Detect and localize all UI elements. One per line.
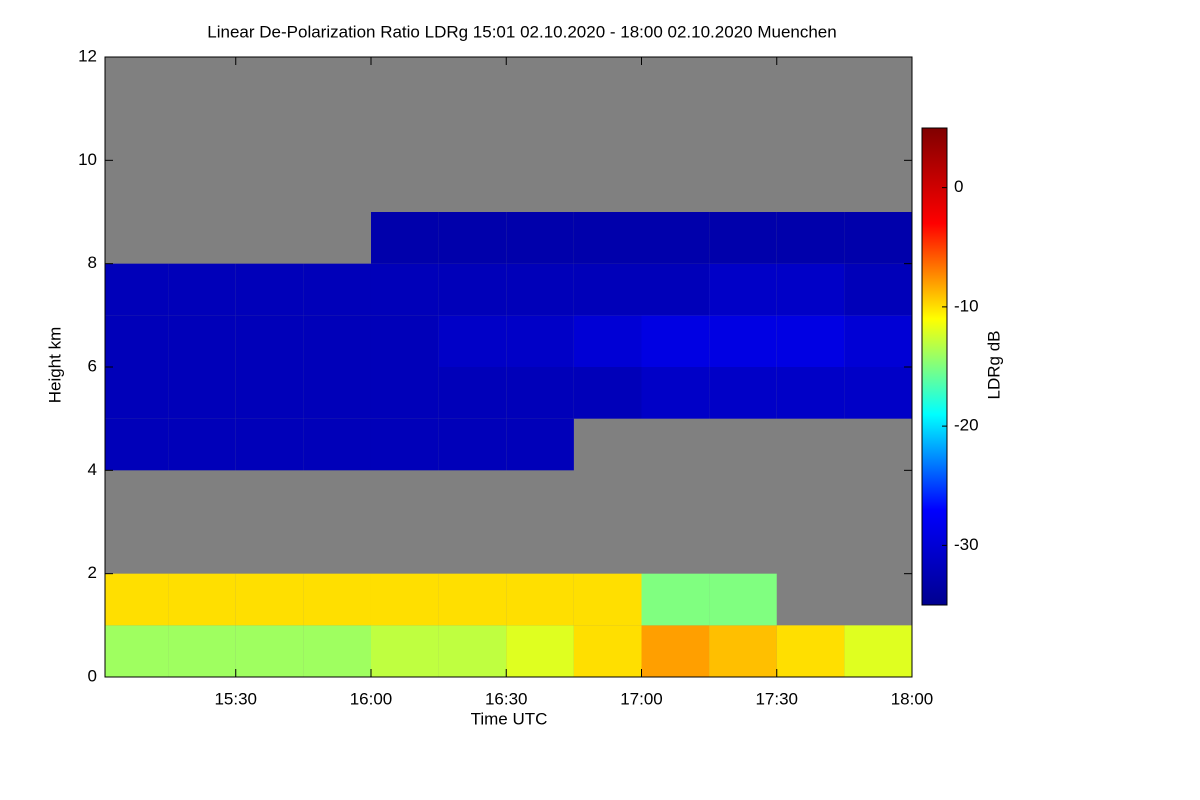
heatmap-cell [235,573,304,626]
colorbar-label: LDRg dB [984,331,1003,400]
heatmap-cell [709,573,777,626]
heatmap-cell [168,418,236,471]
heatmap-cell [235,263,304,316]
heatmap-cell [168,625,236,677]
heatmap-cell [506,625,574,677]
heatmap-cell [844,263,912,316]
heatmap-cell [235,367,304,419]
heatmap-cell [303,625,371,677]
heatmap-cell [573,315,642,367]
heatmap-cell [168,573,236,626]
heatmap-cell [641,263,710,316]
heatmap [105,212,912,677]
heatmap-cell [303,573,371,626]
x-tick-label: 17:00 [620,689,663,708]
heatmap-cell [641,315,710,367]
heatmap-cell [105,625,169,677]
heatmap-cell [641,212,710,264]
x-axis-label: Time UTC [471,709,548,728]
y-tick-label: 0 [88,666,97,685]
y-tick-label: 4 [88,460,97,479]
heatmap-cell [438,573,507,626]
heatmap-cell [641,367,710,419]
colorbar [921,127,948,606]
heatmap-cell [506,418,574,471]
heatmap-cell [168,367,236,419]
heatmap-cell [776,212,845,264]
heatmap-cell [438,263,507,316]
heatmap-cell [105,418,169,471]
x-tick-label: 16:30 [485,689,528,708]
heatmap-cell [303,418,371,471]
heatmap-cell [370,263,439,316]
heatmap-cell [370,418,439,471]
heatmap-cell [303,367,371,419]
heatmap-cell [438,418,507,471]
heatmap-cell [776,315,845,367]
colorbar-tick-label: -10 [954,296,979,315]
x-tick-label: 18:00 [891,689,934,708]
y-tick-label: 8 [88,253,97,272]
heatmap-cell [303,263,371,316]
heatmap-cell [370,573,439,626]
heatmap-cell [235,315,304,367]
heatmap-cell [709,263,777,316]
heatmap-cell [105,367,169,419]
heatmap-cell [573,263,642,316]
heatmap-cell [573,573,642,626]
heatmap-cell [506,367,574,419]
heatmap-cell [709,315,777,367]
heatmap-cell [438,315,507,367]
y-axis-label: Height km [45,327,64,404]
y-tick-label: 10 [78,150,97,169]
heatmap-cell [641,625,710,677]
heatmap-cell [573,625,642,677]
heatmap-cell [776,367,845,419]
heatmap-cell [105,573,169,626]
heatmap-cell [438,625,507,677]
colorbar-tick-label: 0 [954,177,963,196]
x-tick-label: 16:00 [350,689,393,708]
heatmap-cell [303,315,371,367]
colorbar-tick-label: -20 [954,416,979,435]
heatmap-cell [370,315,439,367]
heatmap-cell [438,212,507,264]
heatmap-cell [506,573,574,626]
heatmap-cell [235,625,304,677]
heatmap-cell [573,212,642,264]
heatmap-cell [506,212,574,264]
heatmap-cell [709,367,777,419]
heatmap-cell [776,625,845,677]
heatmap-cell [844,212,912,264]
x-tick-label: 15:30 [214,689,257,708]
heatmap-cell [506,263,574,316]
heatmap-cell [776,263,845,316]
heatmap-cell [105,315,169,367]
heatmap-cell [168,263,236,316]
heatmap-cell [370,625,439,677]
x-tick-label: 17:30 [755,689,798,708]
heatmap-cell [573,367,642,419]
heatmap-cell [709,212,777,264]
heatmap-cell [844,315,912,367]
heatmap-cell [370,212,439,264]
heatmap-cell [709,625,777,677]
heatmap-cell [370,367,439,419]
heatmap-cell [168,315,236,367]
colorbar-tick-label: -30 [954,535,979,554]
heatmap-cell [105,263,169,316]
heatmap-cell [641,573,710,626]
heatmap-cell [844,367,912,419]
heatmap-cell [506,315,574,367]
chart-title: Linear De-Polarization Ratio LDRg 15:01 … [207,22,836,41]
heatmap-cell [235,418,304,471]
y-tick-label: 2 [88,563,97,582]
heatmap-cell [438,367,507,419]
y-tick-label: 12 [78,46,97,65]
heatmap-cell [844,625,912,677]
y-tick-label: 6 [88,356,97,375]
